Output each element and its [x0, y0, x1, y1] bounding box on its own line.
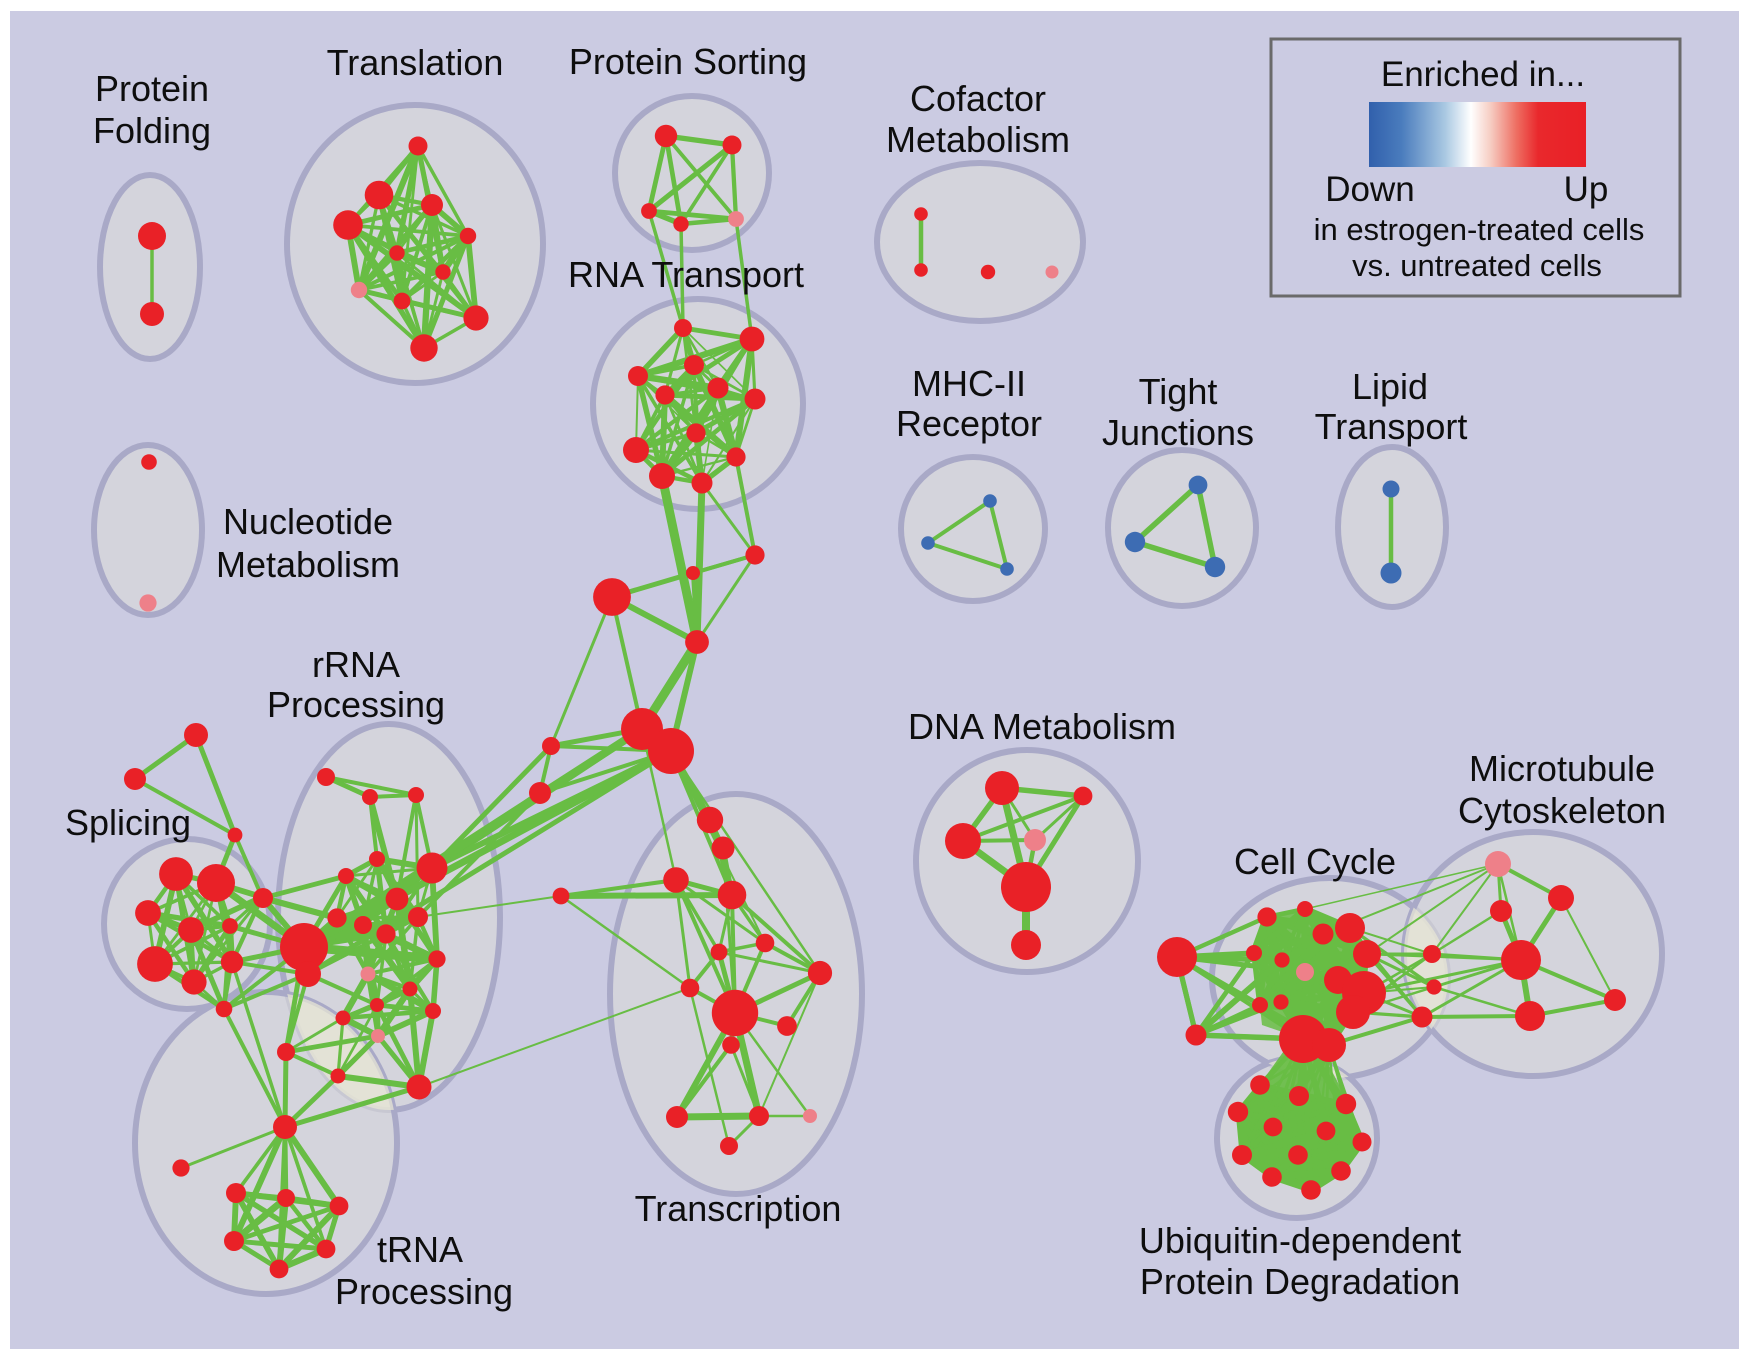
svg-text:RNA Transport: RNA Transport — [568, 254, 804, 295]
svg-text:Processing: Processing — [267, 684, 445, 725]
svg-text:Ubiquitin-dependent: Ubiquitin-dependent — [1139, 1220, 1461, 1261]
svg-text:tRNA: tRNA — [377, 1229, 463, 1270]
svg-text:in estrogen-treated cells: in estrogen-treated cells — [1314, 212, 1645, 247]
svg-text:Down: Down — [1325, 170, 1414, 209]
svg-text:Up: Up — [1564, 170, 1609, 209]
svg-text:Receptor: Receptor — [896, 403, 1042, 444]
svg-text:Nucleotide: Nucleotide — [223, 501, 393, 542]
svg-text:Cytoskeleton: Cytoskeleton — [1458, 790, 1666, 831]
svg-text:Protein: Protein — [95, 68, 209, 109]
svg-text:Transport: Transport — [1315, 406, 1468, 447]
svg-text:Tight: Tight — [1139, 371, 1218, 412]
svg-text:Metabolism: Metabolism — [886, 119, 1070, 160]
svg-text:Protein Degradation: Protein Degradation — [1140, 1261, 1460, 1302]
svg-text:MHC-II: MHC-II — [912, 363, 1026, 404]
svg-text:Translation: Translation — [327, 42, 504, 83]
svg-text:Cell Cycle: Cell Cycle — [1234, 841, 1396, 882]
svg-text:Enriched in...: Enriched in... — [1381, 55, 1585, 94]
svg-text:Metabolism: Metabolism — [216, 544, 400, 585]
svg-text:vs. untreated cells: vs. untreated cells — [1352, 248, 1602, 283]
svg-text:Microtubule: Microtubule — [1469, 748, 1655, 789]
svg-text:Lipid: Lipid — [1352, 366, 1428, 407]
svg-text:Junctions: Junctions — [1102, 412, 1254, 453]
svg-text:Processing: Processing — [335, 1271, 513, 1312]
svg-text:Folding: Folding — [93, 110, 211, 151]
svg-text:Cofactor: Cofactor — [910, 78, 1046, 119]
svg-text:Transcription: Transcription — [635, 1188, 842, 1229]
svg-text:Splicing: Splicing — [65, 802, 191, 843]
svg-text:rRNA: rRNA — [312, 644, 400, 685]
svg-text:Protein Sorting: Protein Sorting — [569, 41, 807, 82]
svg-text:DNA Metabolism: DNA Metabolism — [908, 706, 1176, 747]
